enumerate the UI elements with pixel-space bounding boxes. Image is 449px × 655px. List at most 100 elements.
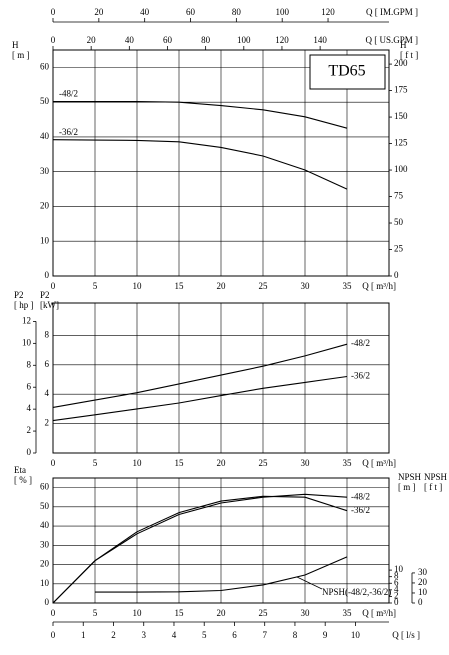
- curve: [52, 375, 348, 422]
- top-axis-label: Q [ US.GPM ]: [365, 35, 418, 45]
- y-tick-label: 60: [40, 61, 50, 71]
- x-tick-label: 30: [301, 281, 311, 291]
- x-tick-label: 0: [51, 458, 56, 468]
- x-tick-label: 15: [175, 458, 185, 468]
- top-axis-tick-label: 120: [321, 7, 335, 17]
- y-tick-label: 0: [45, 270, 50, 280]
- y2-tick-label: 4: [27, 403, 32, 413]
- x-tick-label: 20: [217, 458, 227, 468]
- x-tick-label: 35: [343, 458, 353, 468]
- y2-tick-label: 8: [27, 359, 32, 369]
- bottom-axis-tick-label: 6: [232, 630, 237, 640]
- top-axis-tick-label: 60: [186, 7, 196, 17]
- x-tick-label: 25: [259, 281, 269, 291]
- x-tick-label: 25: [259, 608, 269, 618]
- x-tick-label: 20: [217, 608, 227, 618]
- series-label: -36/2: [59, 127, 78, 137]
- bottom-axis-tick-label: 4: [172, 630, 177, 640]
- title-box: [309, 54, 386, 90]
- y-tick-label: 30: [40, 166, 50, 176]
- y-axis-label: [ % ]: [14, 475, 32, 485]
- y2-tick-label: 2: [394, 590, 399, 600]
- bottom-axis-tick-label: 10: [351, 630, 361, 640]
- y3-tick-label: 20: [418, 577, 428, 587]
- y2-tick-label: 75: [394, 191, 404, 201]
- y-axis-label: [ m ]: [12, 50, 30, 60]
- top-axis-label: Q [ IM.GPM ]: [366, 7, 418, 17]
- curve: [52, 343, 348, 408]
- x-tick-label: 0: [51, 281, 56, 291]
- bottom-axis-tick-label: 5: [202, 630, 207, 640]
- y2-tick-label: 175: [394, 85, 408, 95]
- y-tick-label: 0: [45, 597, 50, 607]
- y2-axis-label: [ hp ]: [14, 300, 34, 310]
- bottom-axis-tick-label: 7: [262, 630, 267, 640]
- y2-tick-label: 8: [394, 571, 399, 581]
- y-tick-label: 6: [45, 359, 50, 369]
- x-tick-label: 10: [133, 608, 143, 618]
- y2-tick-label: 0: [394, 270, 399, 280]
- curve: [52, 139, 348, 190]
- y2-tick-label: 200: [394, 58, 408, 68]
- top-axis-tick-label: 100: [237, 35, 251, 45]
- bottom-axis-tick-label: 2: [111, 630, 116, 640]
- y2-axis-label: P2: [14, 290, 24, 300]
- bottom-axis-tick-label: 0: [51, 630, 56, 640]
- series-label: -36/2: [351, 505, 370, 515]
- x-tick-label: 10: [133, 281, 143, 291]
- bottom-axis-tick-label: 3: [141, 630, 146, 640]
- y3-axis-label: NPSH: [424, 472, 448, 482]
- top-axis-tick-label: 140: [313, 35, 327, 45]
- top-axis-tick-label: 0: [51, 7, 56, 17]
- y2-tick-label: 25: [394, 244, 404, 254]
- top-axis-tick-label: 80: [201, 35, 211, 45]
- y-tick-label: 8: [45, 329, 50, 339]
- series-label: -36/2: [351, 371, 370, 381]
- x-tick-label: 5: [93, 458, 98, 468]
- x-axis-label: Q [ m³/h]: [362, 608, 396, 618]
- y2-axis-label: [ f t ]: [400, 50, 418, 60]
- x-tick-label: 30: [301, 608, 311, 618]
- y2-tick-label: 150: [394, 111, 408, 121]
- y2-tick-label: 6: [394, 577, 399, 587]
- series-label: -48/2: [351, 491, 370, 501]
- x-tick-label: 5: [93, 281, 98, 291]
- y2-tick-label: 2: [27, 425, 32, 435]
- top-axis-tick-label: 40: [125, 35, 135, 45]
- y-axis-label: Eta: [14, 465, 26, 475]
- x-tick-label: 0: [51, 608, 56, 618]
- top-axis-tick-label: 0: [51, 35, 56, 45]
- y-axis-label: [kW]: [40, 300, 59, 310]
- top-axis-tick-label: 60: [163, 35, 173, 45]
- y2-tick-label: 10: [394, 564, 404, 574]
- curve: [95, 556, 348, 593]
- x-tick-label: 10: [133, 458, 143, 468]
- y-tick-label: 10: [40, 578, 50, 588]
- x-tick-label: 15: [175, 281, 185, 291]
- x-axis-label: Q [ m³/h]: [362, 281, 396, 291]
- y-tick-label: 2: [45, 418, 50, 428]
- curve: [53, 100, 348, 129]
- series-label: -48/2: [59, 89, 78, 99]
- curve: [52, 493, 348, 604]
- chart-title: TD65: [328, 63, 365, 80]
- x-tick-label: 20: [217, 281, 227, 291]
- y2-tick-label: 100: [394, 164, 408, 174]
- x-tick-label: 35: [343, 281, 353, 291]
- x-tick-label: 30: [301, 458, 311, 468]
- y2-tick-label: 50: [394, 217, 404, 227]
- y-tick-label: 10: [40, 235, 50, 245]
- y-tick-label: 60: [40, 482, 50, 492]
- y-tick-label: 40: [40, 520, 50, 530]
- y2-tick-label: 125: [394, 138, 408, 148]
- y2-axis-label: NPSH: [398, 472, 422, 482]
- y2-axis-label: H: [400, 40, 407, 50]
- y-tick-label: 20: [40, 201, 50, 211]
- top-axis-tick-label: 20: [94, 7, 104, 17]
- y-tick-label: 40: [40, 131, 50, 141]
- curve: [52, 495, 348, 604]
- y-axis-label: P2: [40, 290, 50, 300]
- y3-tick-label: 10: [418, 587, 428, 597]
- y-tick-label: 50: [40, 501, 50, 511]
